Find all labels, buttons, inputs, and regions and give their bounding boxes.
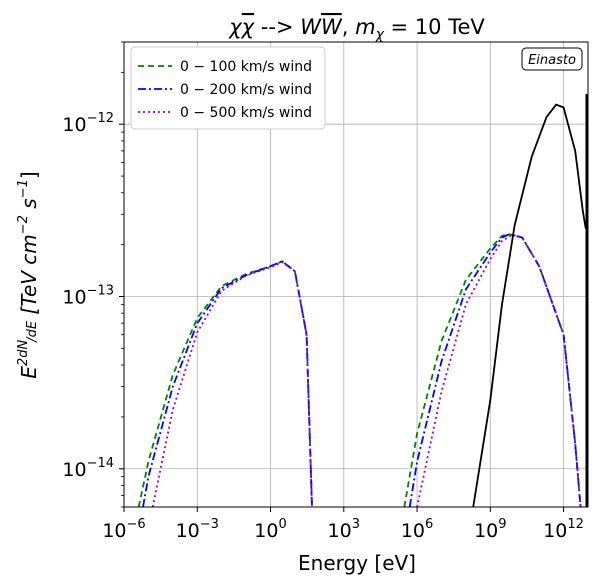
series-0-line-high xyxy=(403,233,582,507)
series-2-line xyxy=(151,261,313,507)
x-tick-label: 10−3 xyxy=(176,517,219,542)
x-tick-label: 103 xyxy=(328,517,360,542)
y-tick-label: 10−13 xyxy=(62,283,114,308)
y-tick-label: 10−12 xyxy=(62,111,114,136)
series-1-line xyxy=(142,260,313,507)
x-tick-label: 1012 xyxy=(543,517,584,542)
x-axis-label: Energy [eV] xyxy=(298,551,416,575)
legend-label-2: 0 − 500 km/s wind xyxy=(180,105,312,121)
plot-frame xyxy=(123,41,589,508)
series-0-line xyxy=(137,260,313,507)
annotation-text: Einasto xyxy=(528,53,576,68)
y-tick-label: 10−14 xyxy=(62,456,114,481)
y-axis-label: E2dN/dE [TeV cm−2 s−1] xyxy=(16,171,41,378)
legend-label-0: 0 − 100 km/s wind xyxy=(180,59,312,75)
legend-label-1: 0 − 200 km/s wind xyxy=(180,82,312,98)
x-tick-label: 10−6 xyxy=(102,517,145,542)
legend: 0 − 100 km/s wind 0 − 200 km/s wind 0 − 50… xyxy=(130,46,326,130)
series-3-line xyxy=(472,103,588,507)
x-tick-label: 106 xyxy=(401,517,433,542)
x-tick-label: 109 xyxy=(474,517,506,542)
axis-ticks: 10−6 10−3 100 103 106 109 1012 10−14 10−13 10−12 xyxy=(62,41,584,542)
series-2-line-high xyxy=(416,233,582,507)
series-layer xyxy=(137,93,588,507)
legend-box xyxy=(130,46,326,130)
annotation-box: Einasto xyxy=(521,47,583,71)
chart-title: χχ --> WW, mχ = 10 TeV xyxy=(228,15,485,43)
series-1-line-high xyxy=(408,233,582,507)
x-tick-label: 100 xyxy=(254,517,286,542)
